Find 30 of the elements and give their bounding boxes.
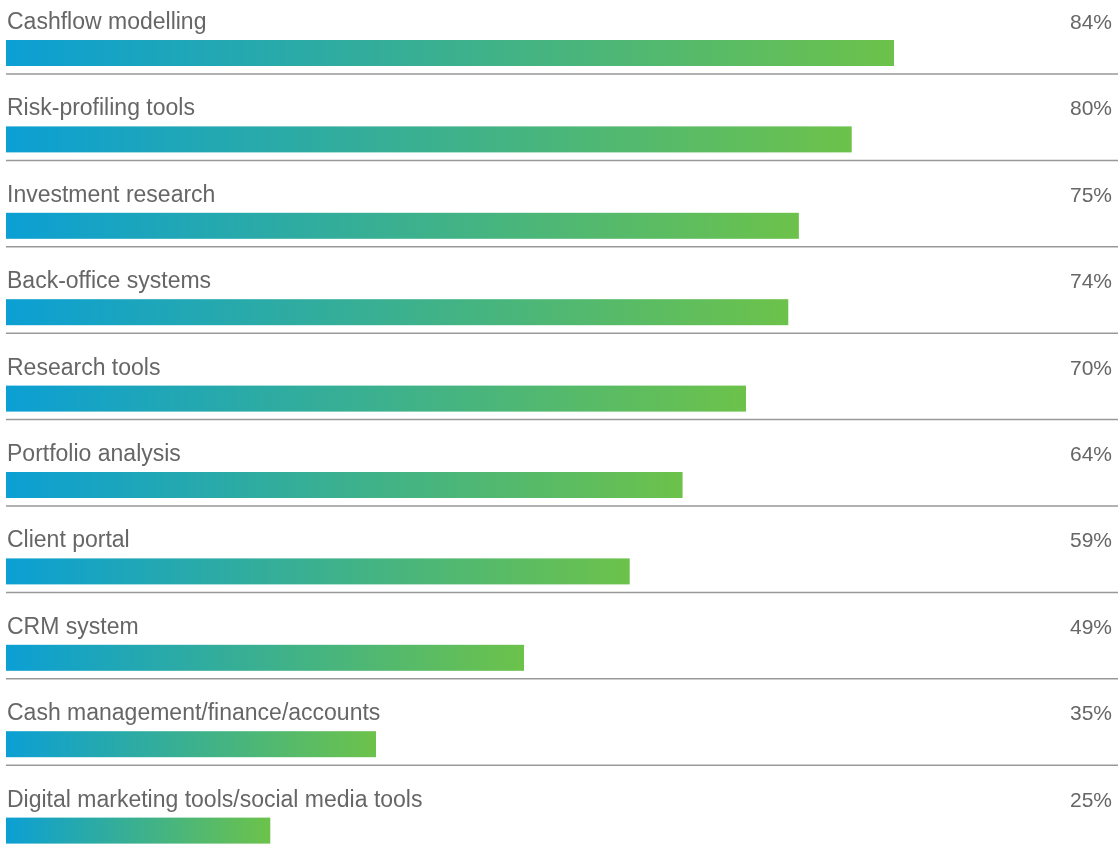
bar <box>6 731 376 758</box>
y-tick-label: Cashflow modelling <box>7 8 207 34</box>
bar <box>6 212 799 239</box>
bar <box>6 472 683 498</box>
bar <box>6 385 746 412</box>
bar <box>6 126 852 153</box>
data-label: 59% <box>1069 528 1112 552</box>
data-label: 75% <box>1069 182 1112 206</box>
data-label: 80% <box>1069 96 1112 120</box>
bar <box>6 558 630 585</box>
bar <box>6 40 894 66</box>
data-label: 64% <box>1069 442 1112 465</box>
data-label: 74% <box>1069 269 1112 293</box>
y-tick-label: Client portal <box>7 526 130 553</box>
bar <box>6 817 271 844</box>
data-label: 49% <box>1069 614 1112 638</box>
y-tick-label: CRM system <box>7 612 139 639</box>
y-tick-label: Back-office systems <box>7 267 212 294</box>
y-tick-label: Risk-profiling tools <box>7 94 195 121</box>
bar <box>6 644 524 671</box>
y-tick-label: Cash management/finance/accounts <box>7 699 381 726</box>
data-label: 25% <box>1069 787 1112 811</box>
y-tick-label: Research tools <box>7 353 161 380</box>
y-tick-label: Portfolio analysis <box>7 440 181 466</box>
data-label: 35% <box>1069 701 1112 725</box>
bar <box>6 299 789 326</box>
y-tick-label: Investment research <box>7 180 216 207</box>
data-label: 70% <box>1069 355 1112 379</box>
y-tick-label: Digital marketing tools/social media tools <box>7 785 423 812</box>
data-label: 84% <box>1069 10 1112 33</box>
